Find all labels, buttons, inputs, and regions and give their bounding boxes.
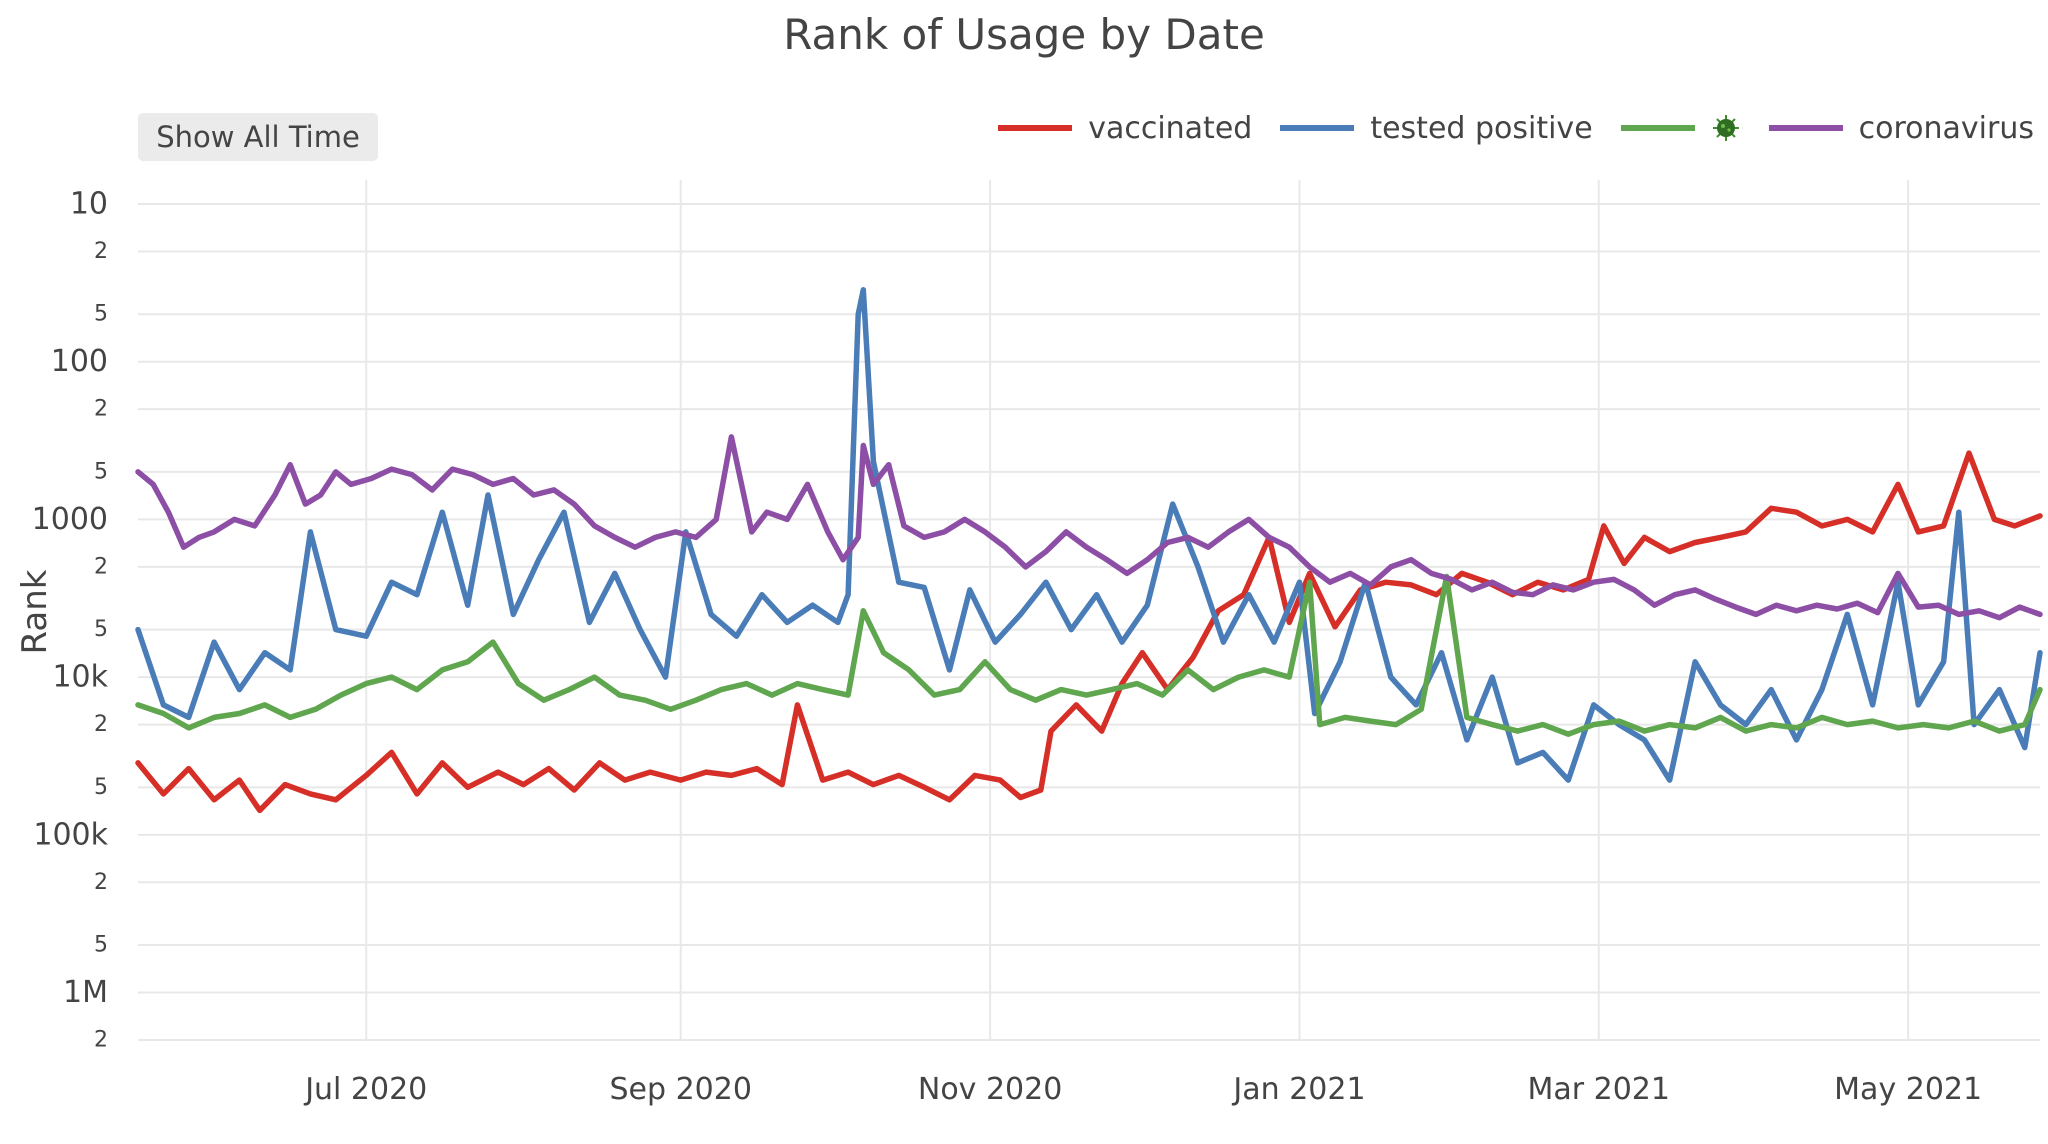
legend-label-tested-positive: tested positive [1370,110,1593,146]
x-axis-ticks: Jul 2020 Sep 2020 Nov 2020 Jan 2021 Mar 2021… [303,1072,1982,1107]
legend-swatch-microbe [1620,125,1695,131]
chart-title: Rank of Usage by Date [783,10,1265,59]
y-tick-label: 5 [94,933,108,958]
y-tick-label: 2 [94,712,108,737]
legend-swatch-tested-positive [1280,125,1355,131]
legend-label-vaccinated: vaccinated [1088,110,1253,146]
legend-swatch-coronavirus [1768,125,1843,131]
x-tick-label: Nov 2020 [918,1072,1062,1107]
y-tick-label: 2 [94,554,108,579]
legend-item-microbe[interactable] [1620,113,1741,143]
y-axis-title: Rank [15,569,55,654]
x-tick-label: Jul 2020 [303,1072,427,1107]
legend-item-coronavirus[interactable]: coronavirus [1768,110,2034,146]
series-line-tested-positive [135,287,2043,783]
legend-swatch-vaccinated [998,125,1073,131]
series-lines [135,287,2043,814]
y-tick-label: 100 [51,344,108,379]
y-tick-label: 5 [94,775,108,800]
legend-label-coronavirus: coronavirus [1858,110,2034,146]
y-axis-ticks: 10 2 5 100 2 5 1000 2 5 10k 2 5 100k 2 5 1M 2 [32,187,109,1053]
y-tick-label: 2 [94,239,108,264]
legend-item-tested-positive[interactable]: tested positive [1280,110,1593,146]
series-line-microbe [135,573,2043,737]
x-tick-label: Sep 2020 [609,1072,751,1107]
microbe-icon [1712,115,1739,141]
y-tick-label: 2 [94,397,108,422]
x-tick-label: May 2021 [1834,1072,1982,1107]
y-tick-label: 1M [63,975,108,1010]
grid [138,180,2040,1041]
show-all-time-button[interactable]: Show All Time [138,113,378,161]
y-tick-label: 10k [52,660,108,695]
legend: vaccinated tested positive coronavirus [970,108,2034,148]
y-tick-label: 1000 [32,502,108,537]
y-tick-label: 5 [94,617,108,642]
legend-item-vaccinated[interactable]: vaccinated [998,111,1252,146]
y-tick-label: 10 [70,187,108,222]
x-tick-label: Jan 2021 [1231,1072,1365,1107]
y-tick-label: 2 [94,870,108,895]
y-tick-label: 5 [94,459,108,484]
y-tick-label: 2 [94,1028,108,1053]
y-tick-label: 100k [33,817,108,852]
series-line-coronavirus [135,434,2043,621]
y-tick-label: 5 [94,302,108,327]
x-tick-label: Mar 2021 [1527,1072,1670,1107]
series-line-vaccinated [135,450,2043,814]
